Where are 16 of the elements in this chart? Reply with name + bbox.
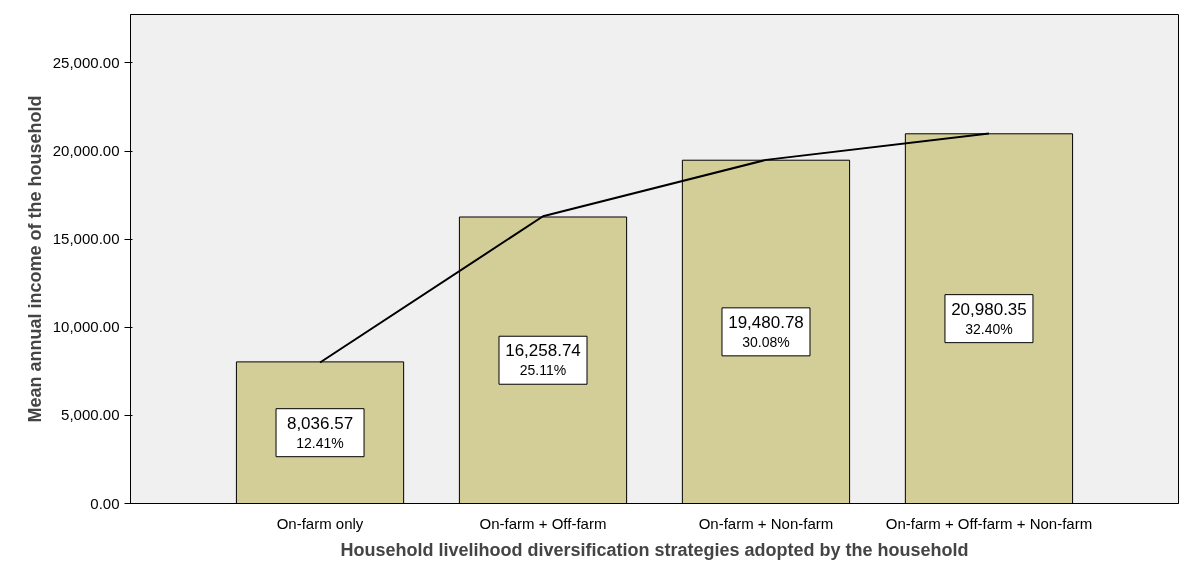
y-tick-label: 20,000.00 bbox=[52, 142, 120, 160]
x-tick-label: On-farm only bbox=[276, 514, 364, 532]
x-axis-title: Household livelihood diversification strategies adopted by the household bbox=[340, 539, 969, 560]
data-label: 20,980.35 32.40% bbox=[951, 299, 1027, 337]
x-tick-label: On-farm + Off-farm + Non-farm bbox=[885, 514, 1093, 532]
data-label: 19,480.78 30.08% bbox=[728, 312, 804, 350]
x-tick-label: On-farm + Non-farm bbox=[698, 514, 834, 532]
y-tick-label: 15,000.00 bbox=[52, 230, 120, 248]
data-label: 16,258.74 25.11% bbox=[505, 341, 581, 379]
y-tick-label: 5,000.00 bbox=[61, 406, 120, 424]
y-axis-title: Mean annual income of the household bbox=[24, 95, 45, 423]
data-label: 8,036.57 12.41% bbox=[286, 413, 354, 451]
y-tick-label: 25,000.00 bbox=[52, 53, 120, 71]
y-tick-label: 0.00 bbox=[90, 494, 120, 512]
y-tick-label: 10,000.00 bbox=[52, 318, 120, 336]
x-tick-label: On-farm + Off-farm bbox=[479, 514, 607, 532]
